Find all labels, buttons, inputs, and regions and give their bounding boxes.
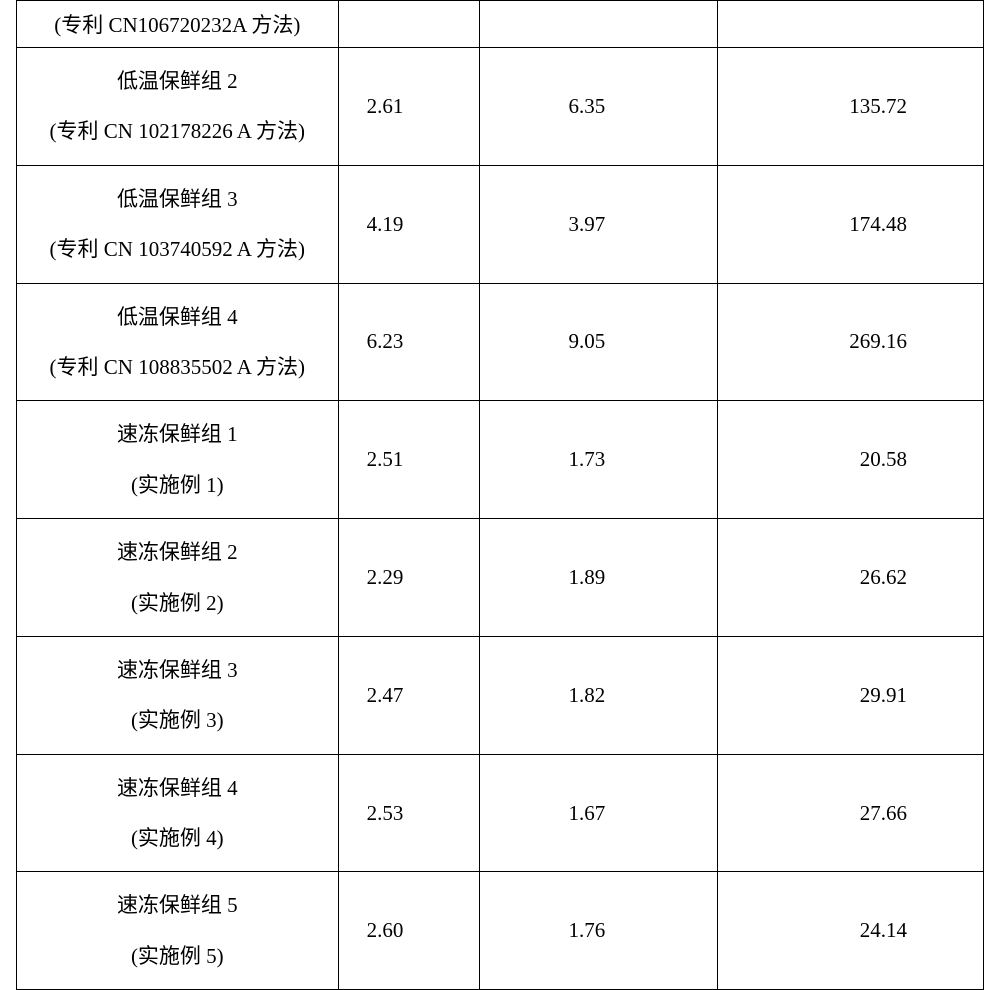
row-label-top: 低温保鲜组 2: [117, 56, 238, 106]
table-row: 速冻保鲜组 3 (实施例 3) 2.47 1.82 29.91: [17, 636, 984, 754]
value-cell-2: 6.35: [480, 48, 718, 166]
value-cell-1: 6.23: [338, 283, 480, 401]
row-label-top: 低温保鲜组 3: [117, 174, 238, 224]
row-label-bottom: (专利 CN 102178226 A 方法): [50, 106, 306, 156]
row-label-cell: 速冻保鲜组 5 (实施例 5): [17, 872, 339, 990]
table-row: 速冻保鲜组 4 (实施例 4) 2.53 1.67 27.66: [17, 754, 984, 872]
row-label-cell: 低温保鲜组 2 (专利 CN 102178226 A 方法): [17, 48, 339, 166]
row-label-cell: 速冻保鲜组 2 (实施例 2): [17, 519, 339, 637]
value-cell-3: 26.62: [718, 519, 984, 637]
row-label-bottom: (专利 CN 108835502 A 方法): [50, 342, 306, 392]
row-label-cell: 速冻保鲜组 4 (实施例 4): [17, 754, 339, 872]
value-cell-3: 29.91: [718, 636, 984, 754]
value-cell-1: 2.51: [338, 401, 480, 519]
row-label-top: 速冻保鲜组 1: [117, 409, 238, 459]
value-cell-1: 2.47: [338, 636, 480, 754]
row-label-bottom: (实施例 1): [131, 460, 224, 510]
table-row: 速冻保鲜组 5 (实施例 5) 2.60 1.76 24.14: [17, 872, 984, 990]
table-body: (专利 CN106720232A 方法) 低温保鲜组 2 (专利 CN 1021…: [17, 1, 984, 990]
value-cell-2: 1.82: [480, 636, 718, 754]
value-cell-3: 174.48: [718, 165, 984, 283]
value-cell-2: [480, 1, 718, 48]
value-cell-2: 1.67: [480, 754, 718, 872]
row-label-top: 速冻保鲜组 3: [117, 645, 238, 695]
table-row: 速冻保鲜组 2 (实施例 2) 2.29 1.89 26.62: [17, 519, 984, 637]
value-cell-1: 2.60: [338, 872, 480, 990]
value-cell-1: 2.61: [338, 48, 480, 166]
value-cell-2: 1.89: [480, 519, 718, 637]
data-table: (专利 CN106720232A 方法) 低温保鲜组 2 (专利 CN 1021…: [16, 0, 984, 990]
table-row: (专利 CN106720232A 方法): [17, 1, 984, 48]
row-label-bottom: (专利 CN 103740592 A 方法): [50, 224, 306, 274]
row-label-top: 速冻保鲜组 4: [117, 763, 238, 813]
value-cell-1: [338, 1, 480, 48]
row-label-bottom: (专利 CN106720232A 方法): [54, 13, 300, 37]
row-label-cell: (专利 CN106720232A 方法): [17, 1, 339, 48]
table-row: 低温保鲜组 2 (专利 CN 102178226 A 方法) 2.61 6.35…: [17, 48, 984, 166]
value-cell-3: 269.16: [718, 283, 984, 401]
value-cell-1: 2.53: [338, 754, 480, 872]
table-row: 低温保鲜组 3 (专利 CN 103740592 A 方法) 4.19 3.97…: [17, 165, 984, 283]
value-cell-3: 20.58: [718, 401, 984, 519]
row-label-bottom: (实施例 3): [131, 695, 224, 745]
table-row: 低温保鲜组 4 (专利 CN 108835502 A 方法) 6.23 9.05…: [17, 283, 984, 401]
row-label-bottom: (实施例 5): [131, 931, 224, 981]
value-cell-2: 9.05: [480, 283, 718, 401]
row-label-top: 速冻保鲜组 2: [117, 527, 238, 577]
row-label-bottom: (实施例 2): [131, 578, 224, 628]
row-label-top: 速冻保鲜组 5: [117, 880, 238, 930]
value-cell-2: 1.73: [480, 401, 718, 519]
value-cell-3: 27.66: [718, 754, 984, 872]
value-cell-1: 2.29: [338, 519, 480, 637]
table-row: 速冻保鲜组 1 (实施例 1) 2.51 1.73 20.58: [17, 401, 984, 519]
row-label-cell: 低温保鲜组 3 (专利 CN 103740592 A 方法): [17, 165, 339, 283]
value-cell-2: 3.97: [480, 165, 718, 283]
row-label-cell: 低温保鲜组 4 (专利 CN 108835502 A 方法): [17, 283, 339, 401]
row-label-top: 低温保鲜组 4: [117, 292, 238, 342]
value-cell-3: [718, 1, 984, 48]
value-cell-1: 4.19: [338, 165, 480, 283]
value-cell-3: 135.72: [718, 48, 984, 166]
value-cell-2: 1.76: [480, 872, 718, 990]
value-cell-3: 24.14: [718, 872, 984, 990]
row-label-cell: 速冻保鲜组 1 (实施例 1): [17, 401, 339, 519]
row-label-bottom: (实施例 4): [131, 813, 224, 863]
row-label-cell: 速冻保鲜组 3 (实施例 3): [17, 636, 339, 754]
